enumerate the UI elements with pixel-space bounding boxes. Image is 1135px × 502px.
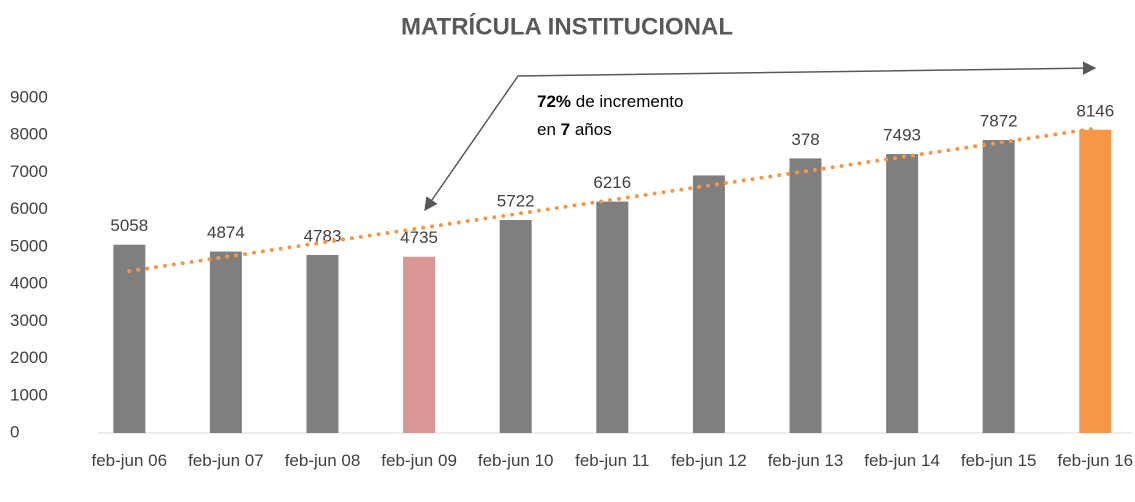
bar bbox=[692, 175, 725, 433]
bar bbox=[982, 139, 1015, 433]
x-tick-label: feb-jun 08 bbox=[284, 451, 361, 470]
y-tick-label: 8000 bbox=[10, 125, 48, 144]
annotation: en 7 años bbox=[537, 120, 612, 139]
annotation-part: años bbox=[570, 120, 612, 139]
annotation-arrow bbox=[424, 61, 1097, 212]
bar bbox=[789, 158, 822, 433]
annotation-part: 7 bbox=[561, 120, 570, 139]
bar bbox=[403, 256, 436, 433]
y-tick-label: 9000 bbox=[10, 87, 48, 106]
x-tick-label: feb-jun 07 bbox=[188, 451, 264, 470]
annotation-part: 72% bbox=[537, 92, 571, 111]
x-tick-label: feb-jun 12 bbox=[671, 451, 747, 470]
data-label: 8146 bbox=[1076, 101, 1114, 120]
x-tick-label: feb-jun 06 bbox=[91, 451, 168, 470]
data-label: 5058 bbox=[110, 216, 148, 235]
y-tick-label: 1000 bbox=[10, 385, 48, 404]
y-tick-label: 4000 bbox=[10, 274, 48, 293]
y-tick-label: 5000 bbox=[10, 236, 48, 255]
y-tick-label: 3000 bbox=[10, 311, 48, 330]
y-tick-label: 7000 bbox=[10, 162, 48, 181]
x-tick-label: feb-jun 10 bbox=[477, 451, 554, 470]
x-tick-label: feb-jun 14 bbox=[864, 451, 940, 470]
bar bbox=[499, 220, 532, 433]
data-label: 7493 bbox=[883, 126, 921, 145]
data-label: 7872 bbox=[980, 111, 1018, 130]
x-tick-label: feb-jun 11 bbox=[575, 451, 650, 470]
annotation: 72% de incremento bbox=[537, 92, 683, 111]
bar bbox=[596, 201, 629, 433]
x-tick-label: feb-jun 13 bbox=[767, 451, 844, 470]
data-label: 4874 bbox=[207, 223, 245, 242]
bar bbox=[209, 251, 242, 433]
bar bbox=[113, 244, 146, 433]
data-label: 378 bbox=[791, 130, 819, 149]
y-tick-label: 2000 bbox=[10, 348, 48, 367]
y-tick-label: 6000 bbox=[10, 199, 48, 218]
data-label: 4783 bbox=[304, 226, 342, 245]
bar bbox=[1079, 129, 1112, 433]
bar bbox=[886, 154, 919, 434]
annotation-part: de incremento bbox=[571, 92, 683, 111]
x-tick-label: feb-jun 16 bbox=[1057, 451, 1134, 470]
trendline bbox=[127, 126, 1098, 274]
data-label: 4735 bbox=[400, 228, 438, 247]
chart-title: MATRÍCULA INSTITUCIONAL bbox=[401, 12, 733, 40]
data-label: 6216 bbox=[593, 173, 631, 192]
bar bbox=[306, 254, 339, 433]
y-tick-label: 0 bbox=[10, 422, 19, 441]
x-tick-label: feb-jun 09 bbox=[381, 451, 457, 470]
annotation-part: en bbox=[537, 120, 561, 139]
x-tick-label: feb-jun 15 bbox=[960, 451, 1037, 470]
data-label: 5722 bbox=[497, 191, 535, 210]
